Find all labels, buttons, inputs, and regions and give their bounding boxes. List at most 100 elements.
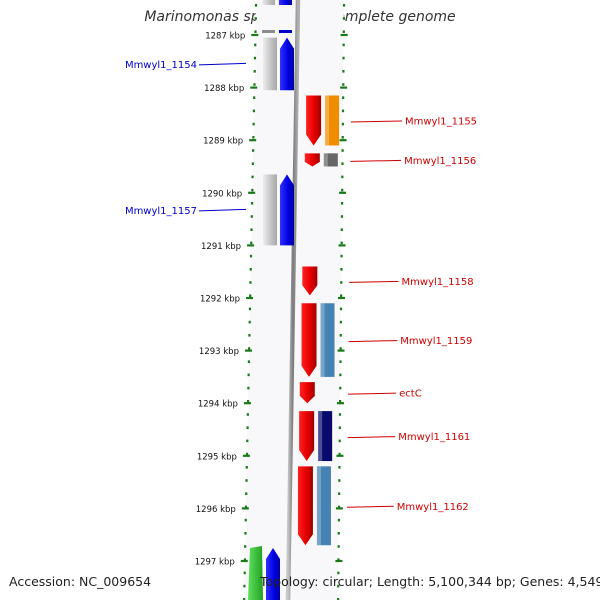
boundary-dot bbox=[338, 413, 342, 416]
gene-arrow bbox=[304, 153, 320, 167]
tick-label: 1293 kbp bbox=[199, 347, 239, 357]
boundary-dot bbox=[342, 4, 346, 7]
gene-label[interactable]: ectC bbox=[399, 389, 422, 400]
boundary-dot bbox=[252, 136, 255, 139]
boundary-dot bbox=[252, 122, 255, 126]
gene-label[interactable]: Mmwyl1_1159 bbox=[400, 336, 472, 347]
boundary-dot bbox=[253, 96, 256, 99]
gene-track-bar bbox=[320, 303, 335, 377]
boundary-dot bbox=[248, 320, 251, 324]
boundary-dot bbox=[253, 70, 256, 73]
gene-leader-line bbox=[350, 159, 402, 162]
gene-leader-line bbox=[346, 505, 394, 508]
gene-leader-line bbox=[198, 208, 247, 212]
accession-label: Accession: NC_009654 bbox=[9, 574, 152, 589]
boundary-dot bbox=[251, 188, 254, 192]
gene-arrow bbox=[302, 266, 318, 296]
gene-track-highlight bbox=[323, 153, 328, 167]
gene-leader-line bbox=[198, 62, 247, 66]
boundary-dot bbox=[340, 294, 343, 297]
gene-arrow bbox=[279, 30, 292, 33]
boundary-dot bbox=[337, 584, 340, 588]
length-label: Length: 5,100,344 bp; bbox=[376, 574, 516, 589]
boundary-dot bbox=[248, 334, 251, 337]
boundary-dot bbox=[243, 584, 246, 588]
gene-track-highlight bbox=[316, 466, 321, 546]
boundary-dot bbox=[342, 56, 345, 60]
boundary-dot bbox=[338, 439, 341, 443]
boundary-dot bbox=[245, 492, 248, 495]
boundary-dot bbox=[341, 188, 344, 192]
boundary-dot bbox=[246, 426, 249, 429]
boundary-dot bbox=[340, 215, 344, 218]
gene-track-highlight bbox=[325, 95, 330, 146]
tick-label: 1290 kbp bbox=[202, 189, 242, 199]
coordinate-ticks: 1287 kbp 1288 kbp 1289 kbp 1290 kbp 1291 kbp… bbox=[195, 32, 348, 568]
boundary-dot bbox=[340, 281, 343, 284]
gene-track-bar bbox=[263, 174, 277, 246]
gene-leader-line bbox=[349, 280, 399, 283]
gene-shapes bbox=[248, 0, 340, 600]
boundary-dot bbox=[243, 558, 247, 561]
boundary-dot bbox=[340, 268, 343, 271]
gene-label[interactable]: Mmwyl1_1156 bbox=[404, 156, 476, 167]
boundary-dot bbox=[337, 518, 341, 522]
boundary-dot bbox=[253, 56, 257, 60]
boundary-dot bbox=[252, 149, 255, 152]
backbone-line bbox=[285, 0, 301, 600]
gene-label[interactable]: Mmwyl1_1155 bbox=[405, 116, 477, 127]
boundary-dot bbox=[339, 334, 342, 337]
boundary-dot bbox=[247, 386, 250, 390]
boundary-dot bbox=[339, 400, 342, 403]
tick-label: 1296 kbp bbox=[196, 505, 236, 515]
boundary-dot bbox=[338, 426, 341, 429]
genes-count-label: Genes: 4,549 bbox=[519, 574, 600, 589]
gene-track-highlight bbox=[320, 303, 325, 377]
gene-leader-line bbox=[348, 340, 398, 343]
tick-label: 1295 kbp bbox=[197, 452, 237, 462]
boundary-dot bbox=[251, 175, 254, 179]
boundary-dot bbox=[244, 532, 247, 535]
gene-arrow bbox=[280, 174, 294, 246]
boundary-dot bbox=[339, 386, 342, 390]
boundary-dot bbox=[339, 320, 342, 324]
gene-label[interactable]: Mmwyl1_1158 bbox=[402, 277, 474, 288]
gene-leader-line bbox=[350, 120, 402, 123]
boundary-dot bbox=[338, 479, 341, 482]
boundary-dot bbox=[338, 452, 341, 456]
right-dotted-boundary bbox=[337, 4, 346, 600]
boundary-dot bbox=[340, 241, 343, 245]
boundary-dot bbox=[244, 518, 247, 522]
boundary-dot bbox=[342, 70, 345, 73]
tick-label: 1288 kbp bbox=[204, 84, 244, 94]
gene-label[interactable]: Mmwyl1_1157 bbox=[125, 206, 197, 217]
boundary-dot bbox=[339, 307, 343, 311]
boundary-dot bbox=[243, 571, 246, 575]
gene-arrow bbox=[301, 303, 317, 377]
boundary-dot bbox=[342, 96, 345, 99]
gene-label[interactable]: Mmwyl1_1161 bbox=[398, 432, 470, 443]
tick-label: 1297 kbp bbox=[195, 558, 235, 568]
boundary-dot bbox=[337, 532, 340, 535]
boundary-dot bbox=[339, 373, 342, 377]
genome-summary: Topology: circular; Length: 5,100,344 bp… bbox=[260, 574, 600, 589]
boundary-dot bbox=[341, 136, 344, 139]
boundary-dot bbox=[339, 360, 342, 363]
gene-leader-line bbox=[348, 392, 397, 395]
gene-track-bar bbox=[325, 95, 340, 146]
gene-arrow bbox=[280, 37, 294, 91]
boundary-dot bbox=[245, 452, 249, 456]
boundary-dot bbox=[341, 162, 344, 165]
topology-label: Topology: circular; bbox=[260, 574, 373, 589]
left-dotted-boundary bbox=[243, 4, 258, 600]
gene-label[interactable]: Mmwyl1_1154 bbox=[125, 60, 197, 71]
boundary-dot bbox=[244, 545, 247, 548]
boundary-dot bbox=[342, 83, 345, 86]
gene-track-bar bbox=[262, 0, 275, 5]
gene-label[interactable]: Mmwyl1_1162 bbox=[397, 502, 469, 513]
tick-label: 1292 kbp bbox=[200, 295, 240, 305]
gene-track-bar bbox=[316, 466, 331, 546]
boundary-dot bbox=[337, 505, 341, 509]
gene-arrow bbox=[299, 411, 315, 462]
